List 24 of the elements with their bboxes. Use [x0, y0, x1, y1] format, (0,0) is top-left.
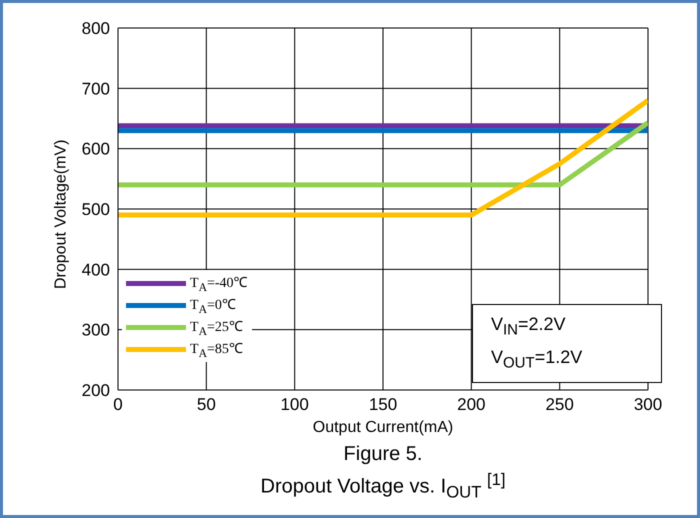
x-tick-label: 50: [196, 395, 216, 414]
y-tick-label: 300: [82, 320, 110, 340]
legend-label: T$_{A}$=85℃: [190, 341, 243, 360]
legend-label: T$_{A}$=25℃: [190, 319, 243, 338]
y-axis-title: Dropout Voltage(mV): [52, 140, 70, 289]
note-box: V$_{IN}$=2.2V V$_{OUT}$=1.2V: [472, 304, 662, 384]
x-tick-label: 300: [634, 395, 662, 414]
x-axis-title: Output Current(mA): [312, 419, 454, 436]
x-tick-label: 250: [545, 395, 574, 414]
text: Figure 5.: [342, 443, 424, 466]
legend-label: T$_{A}$=-40℃: [190, 275, 248, 294]
annotation: V$_{OUT}$=1.2V: [491, 346, 584, 374]
y-tick-label: 200: [82, 381, 110, 400]
x-tick-label: 150: [368, 395, 398, 414]
legend-label: T$_{A}$=0℃: [190, 297, 236, 316]
x-tick-label: 200: [457, 395, 486, 414]
y-tick-label: 800: [82, 19, 110, 38]
x-tick-label: 100: [280, 395, 309, 414]
x-tick-label: 0: [113, 395, 123, 414]
y-tick-label: 400: [82, 260, 110, 280]
y-tick-label: 700: [82, 79, 110, 98]
y-tick-label: 600: [82, 140, 110, 159]
y-tick-label: 500: [82, 200, 110, 220]
annotation: V$_{IN}$=2.2V: [491, 313, 567, 341]
